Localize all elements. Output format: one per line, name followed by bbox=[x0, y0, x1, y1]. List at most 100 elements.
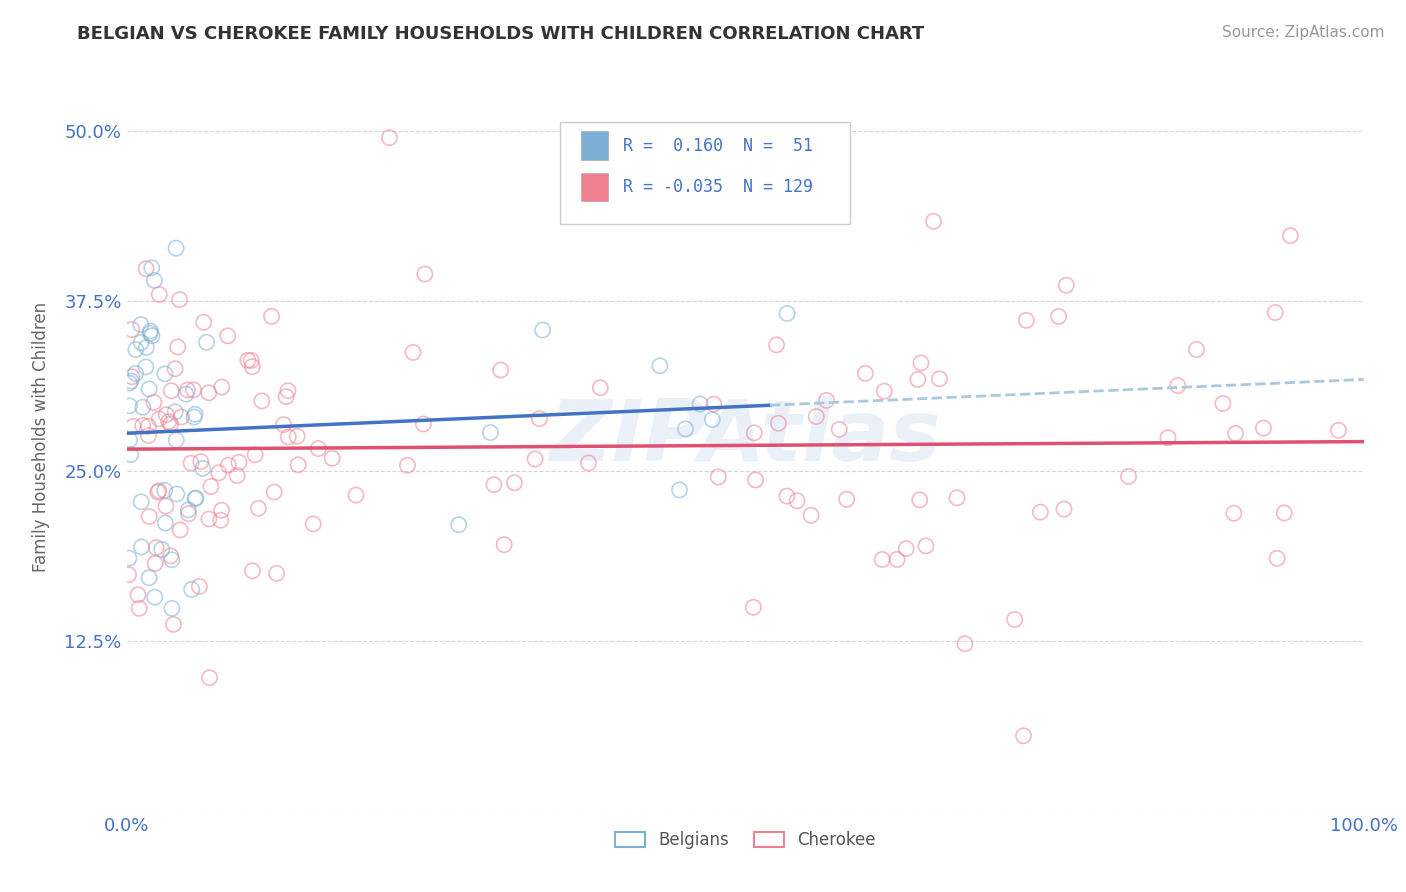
Point bbox=[247, 501, 270, 516]
Point bbox=[873, 384, 896, 399]
Point bbox=[321, 451, 343, 466]
Point bbox=[217, 458, 239, 472]
Point bbox=[494, 538, 516, 552]
Point bbox=[127, 588, 149, 602]
Point bbox=[307, 442, 329, 456]
Point bbox=[589, 381, 612, 395]
Point bbox=[132, 418, 155, 433]
FancyBboxPatch shape bbox=[581, 172, 607, 201]
Point bbox=[668, 483, 690, 497]
Point bbox=[155, 408, 177, 422]
Point bbox=[135, 261, 157, 276]
FancyBboxPatch shape bbox=[581, 131, 607, 160]
Point bbox=[211, 380, 233, 394]
Point bbox=[578, 456, 600, 470]
Point bbox=[200, 479, 222, 493]
Point bbox=[124, 367, 146, 381]
Point bbox=[910, 356, 932, 370]
Point bbox=[786, 493, 808, 508]
Point bbox=[191, 461, 214, 475]
Point bbox=[1118, 469, 1140, 483]
Point bbox=[157, 415, 180, 429]
Point bbox=[277, 384, 299, 398]
Point bbox=[139, 324, 162, 338]
Point bbox=[1054, 278, 1077, 293]
Point bbox=[121, 322, 143, 336]
Point bbox=[184, 491, 207, 506]
Point bbox=[141, 328, 163, 343]
Point bbox=[145, 541, 167, 555]
Point bbox=[148, 287, 170, 301]
Point bbox=[1225, 426, 1247, 441]
Point bbox=[138, 419, 160, 434]
Point bbox=[132, 400, 155, 414]
Point bbox=[121, 369, 143, 384]
Point bbox=[159, 417, 181, 431]
Point bbox=[1265, 551, 1288, 566]
Point bbox=[143, 557, 166, 571]
Point bbox=[129, 495, 152, 509]
Point bbox=[160, 601, 183, 615]
Point bbox=[742, 425, 765, 440]
Point bbox=[503, 475, 526, 490]
Point bbox=[242, 564, 264, 578]
Point bbox=[177, 507, 200, 521]
Point bbox=[155, 499, 177, 513]
Text: R =  0.160  N =  51: R = 0.160 N = 51 bbox=[623, 136, 813, 154]
Point bbox=[707, 470, 730, 484]
Point bbox=[1253, 421, 1275, 435]
Point bbox=[1053, 502, 1076, 516]
Point bbox=[165, 241, 187, 255]
Point bbox=[1223, 506, 1246, 520]
Point bbox=[165, 405, 187, 419]
Point bbox=[260, 310, 283, 324]
Point bbox=[524, 452, 547, 467]
Point bbox=[155, 516, 177, 530]
Point bbox=[197, 385, 219, 400]
Point bbox=[273, 417, 295, 432]
Point bbox=[815, 393, 838, 408]
Point bbox=[648, 359, 671, 373]
Point bbox=[702, 412, 724, 426]
FancyBboxPatch shape bbox=[560, 122, 851, 224]
Point bbox=[209, 513, 232, 527]
Point bbox=[180, 456, 202, 470]
Point bbox=[180, 582, 202, 597]
Point bbox=[129, 335, 152, 350]
Point bbox=[138, 428, 160, 442]
Point bbox=[742, 600, 765, 615]
Point bbox=[174, 387, 197, 401]
Point bbox=[482, 477, 505, 491]
Point bbox=[1029, 505, 1052, 519]
Point bbox=[131, 540, 153, 554]
Text: BELGIAN VS CHEROKEE FAMILY HOUSEHOLDS WITH CHILDREN CORRELATION CHART: BELGIAN VS CHEROKEE FAMILY HOUSEHOLDS WI… bbox=[77, 25, 925, 43]
Point bbox=[928, 372, 950, 386]
Point bbox=[344, 488, 367, 502]
Point bbox=[953, 637, 976, 651]
Point bbox=[447, 517, 470, 532]
Point bbox=[198, 671, 221, 685]
Point bbox=[479, 425, 502, 440]
Point bbox=[277, 430, 299, 444]
Point bbox=[240, 359, 263, 374]
Text: R = -0.035  N = 129: R = -0.035 N = 129 bbox=[623, 178, 813, 196]
Point bbox=[195, 335, 218, 350]
Point bbox=[159, 549, 181, 563]
Point bbox=[287, 458, 309, 472]
Point bbox=[169, 293, 191, 307]
Point bbox=[118, 433, 141, 447]
Point bbox=[183, 383, 205, 397]
Point bbox=[118, 376, 141, 390]
Point bbox=[166, 340, 188, 354]
Point bbox=[531, 323, 554, 337]
Point bbox=[250, 393, 273, 408]
Point bbox=[160, 553, 183, 567]
Point bbox=[1047, 310, 1070, 324]
Point bbox=[776, 489, 799, 503]
Point bbox=[302, 516, 325, 531]
Point bbox=[146, 485, 169, 500]
Point bbox=[412, 417, 434, 431]
Point bbox=[870, 552, 893, 566]
Point bbox=[1185, 343, 1208, 357]
Point bbox=[529, 411, 551, 425]
